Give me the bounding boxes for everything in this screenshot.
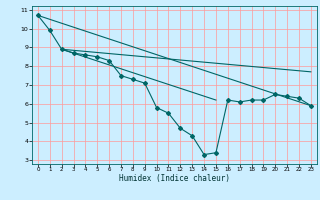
X-axis label: Humidex (Indice chaleur): Humidex (Indice chaleur): [119, 174, 230, 183]
